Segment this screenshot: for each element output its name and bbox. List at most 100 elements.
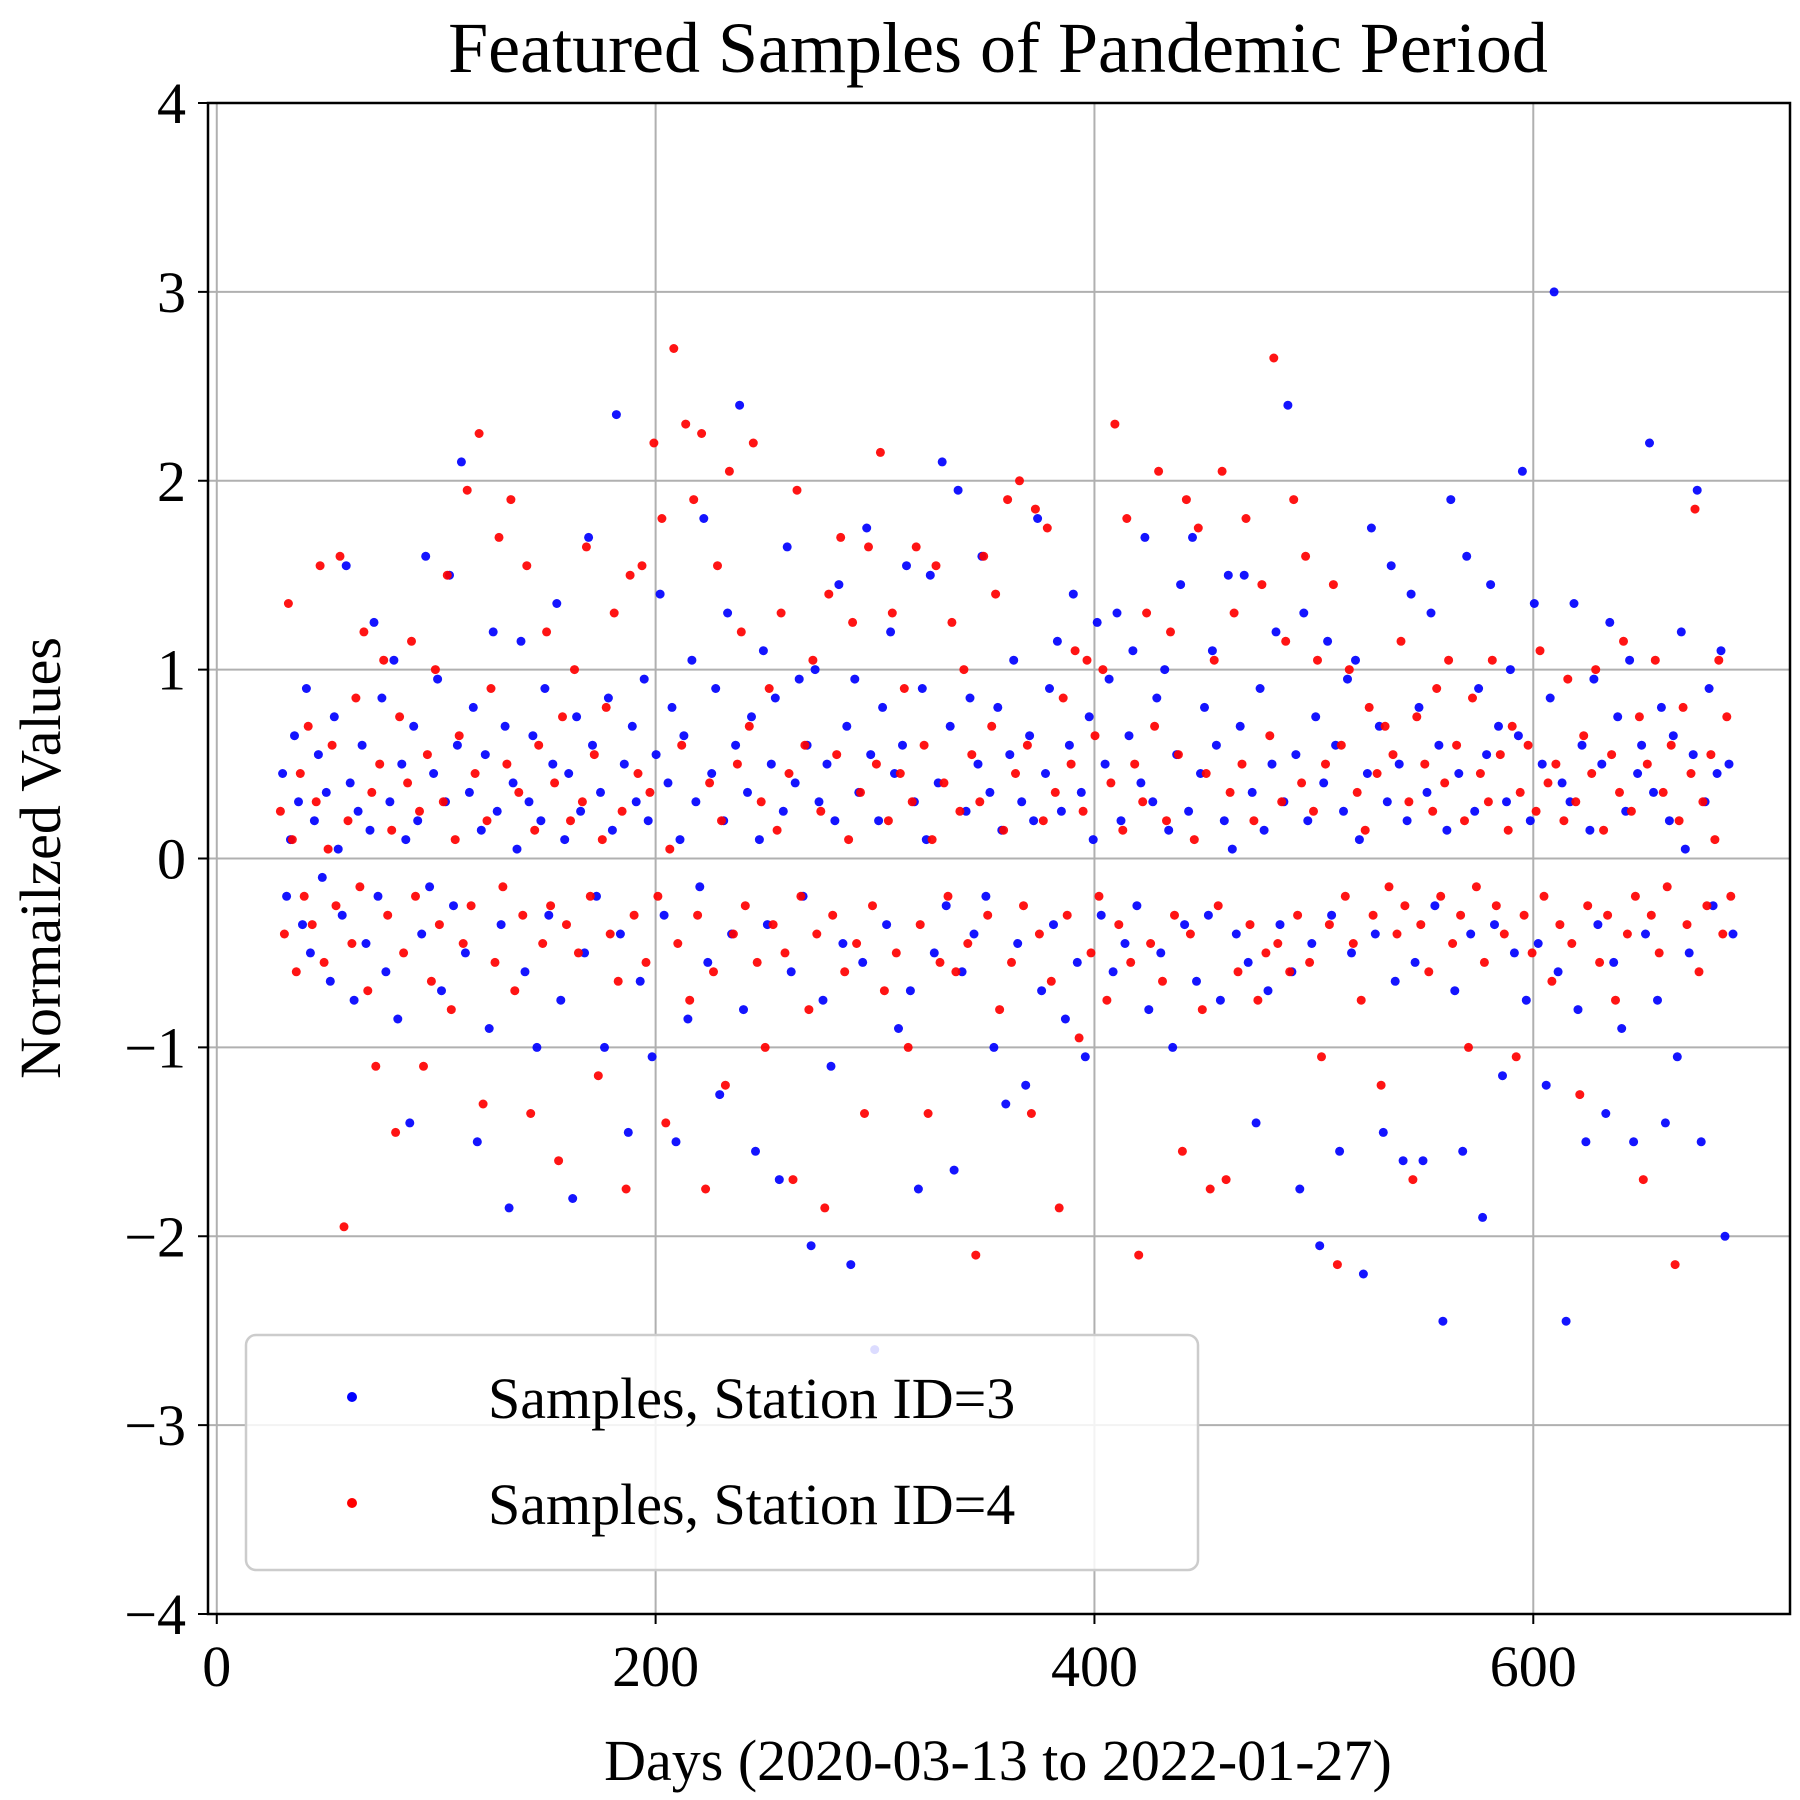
data-point (1144, 1005, 1154, 1015)
data-point (985, 787, 995, 797)
data-point (421, 551, 431, 561)
data-point (1200, 702, 1209, 712)
data-point (1273, 939, 1283, 948)
data-point (472, 1137, 482, 1147)
data-point (1724, 759, 1734, 769)
data-point (566, 816, 575, 826)
data-point (315, 561, 325, 571)
data-point (1335, 1146, 1345, 1156)
x-tick-label: 600 (1490, 1634, 1577, 1699)
data-point (1545, 693, 1555, 703)
data-point (1086, 948, 1096, 958)
data-point (1706, 750, 1716, 760)
data-point (1114, 920, 1124, 930)
data-point (915, 920, 925, 930)
data-point (1247, 787, 1257, 797)
data-point (345, 778, 355, 788)
data-point (381, 967, 391, 977)
data-point (375, 759, 385, 769)
data-point (321, 787, 331, 797)
data-point (1638, 1175, 1648, 1185)
data-point (1092, 617, 1102, 627)
data-point (1394, 759, 1404, 769)
data-point (458, 939, 468, 948)
data-point (335, 551, 345, 561)
data-point (1045, 684, 1054, 693)
data-point (1074, 1033, 1084, 1043)
data-point (758, 646, 768, 656)
data-point (480, 750, 490, 760)
legend-label-station-4: Samples, Station ID=4 (488, 1472, 1015, 1537)
data-point (671, 1137, 681, 1147)
data-point (1386, 561, 1396, 571)
data-point (1041, 769, 1050, 778)
data-point (1001, 1099, 1011, 1109)
data-point (709, 967, 718, 977)
data-point (492, 806, 502, 816)
data-point (1575, 1090, 1585, 1100)
data-point (516, 636, 526, 646)
data-point (337, 910, 347, 920)
data-point (1360, 825, 1370, 835)
data-point (1502, 797, 1511, 807)
data-point (450, 835, 460, 845)
data-point (1303, 816, 1313, 826)
data-point (790, 778, 800, 788)
data-point (1313, 655, 1322, 665)
data-point (1714, 655, 1724, 665)
y-tick-label: −1 (124, 1015, 186, 1080)
data-point (1049, 920, 1058, 930)
data-point (707, 769, 717, 778)
data-point (1704, 684, 1714, 693)
data-point (1486, 580, 1496, 590)
y-tick-label: 4 (157, 71, 186, 136)
data-point (1521, 995, 1531, 1005)
data-point (981, 891, 991, 901)
data-point (1011, 769, 1020, 778)
data-point (625, 570, 635, 580)
data-point (1170, 910, 1179, 920)
data-point (1192, 976, 1201, 986)
data-point (1046, 976, 1056, 986)
data-point (1050, 787, 1060, 797)
data-point (677, 740, 687, 750)
data-point (754, 835, 764, 845)
data-point (1297, 778, 1307, 788)
data-point (1509, 948, 1519, 958)
data-point (879, 986, 889, 996)
data-point (1064, 740, 1074, 750)
data-point (317, 872, 327, 882)
data-point (1253, 995, 1263, 1005)
data-point (832, 750, 842, 760)
data-point (1094, 891, 1104, 901)
data-point (520, 967, 530, 977)
data-point (333, 844, 343, 854)
data-point (1319, 778, 1329, 788)
data-point (1585, 825, 1595, 835)
data-point (546, 901, 556, 911)
data-point (514, 787, 524, 797)
data-point (1188, 532, 1197, 542)
data-point (550, 778, 560, 788)
x-tick-label: 400 (1051, 1634, 1138, 1699)
data-point (955, 806, 965, 816)
data-point (1531, 806, 1541, 816)
data-point (1211, 740, 1221, 750)
data-point (1658, 787, 1668, 797)
data-point (305, 948, 315, 958)
data-point (1102, 995, 1112, 1005)
data-point (502, 759, 512, 769)
data-point (383, 910, 393, 920)
data-point (395, 712, 405, 722)
data-point (1140, 532, 1150, 542)
data-point (482, 816, 492, 826)
data-point (506, 495, 516, 505)
data-point (701, 1184, 711, 1194)
data-point (1271, 627, 1281, 637)
data-point (548, 759, 558, 769)
data-point (327, 740, 337, 750)
data-point (1100, 759, 1110, 769)
data-point (291, 967, 301, 977)
data-point (937, 457, 947, 467)
data-point (1641, 929, 1650, 939)
